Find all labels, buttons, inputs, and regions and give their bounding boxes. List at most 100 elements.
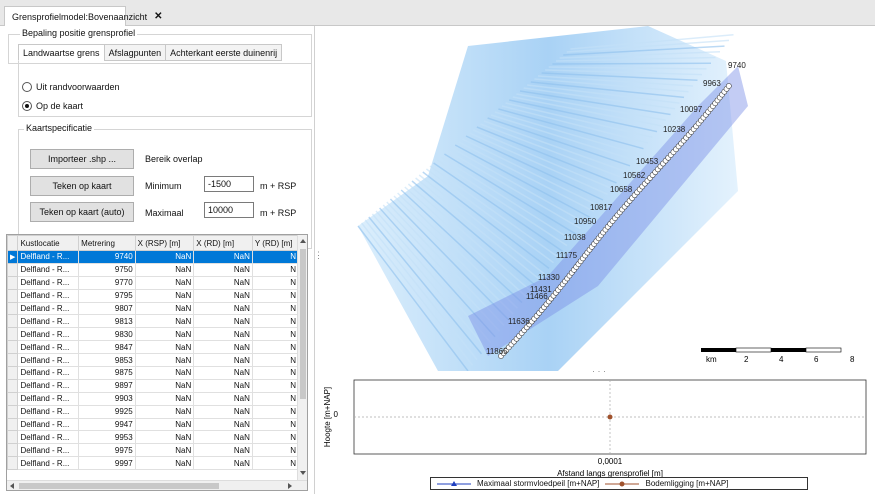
tab-landwaartse-grens[interactable]: Landwaartse grens — [18, 44, 105, 61]
map-view[interactable]: 9740 9963 10097 10238 10453 10562 10658 10817 10… — [318, 26, 875, 371]
col-header-x-rsp[interactable]: X (RSP) [m] — [134, 235, 195, 251]
table-cell[interactable]: 9740 — [78, 250, 136, 264]
table-row[interactable]: Delfland - R... 9795 NaN NaN N — [7, 288, 300, 303]
table-cell[interactable]: NaN — [193, 327, 253, 342]
table-cell[interactable]: 9953 — [78, 430, 136, 445]
col-header-metrering[interactable]: Metrering — [78, 235, 136, 251]
table-cell[interactable]: 9813 — [78, 314, 136, 329]
table-cell[interactable]: Delfland - R... — [17, 391, 80, 406]
table-cell[interactable]: NaN — [193, 366, 253, 380]
table-cell[interactable]: Delfland - R... — [17, 378, 80, 393]
table-cell[interactable]: N — [251, 456, 300, 471]
table-cell[interactable]: NaN — [193, 275, 253, 290]
table-cell[interactable]: NaN — [134, 353, 195, 368]
table-cell[interactable]: NaN — [134, 275, 195, 290]
table-cell[interactable]: N — [251, 340, 300, 355]
table-cell[interactable]: Delfland - R... — [17, 314, 80, 329]
table-cell[interactable]: 9997 — [78, 456, 136, 471]
draw-on-map-auto-button[interactable]: Teken op kaart (auto) — [30, 202, 134, 222]
table-cell[interactable]: Delfland - R... — [17, 366, 80, 380]
table-cell[interactable]: 9947 — [78, 417, 136, 432]
table-cell[interactable]: 9925 — [78, 404, 136, 419]
row-header[interactable] — [7, 456, 19, 471]
import-shp-button[interactable]: Importeer .shp ... — [30, 149, 134, 169]
radio-op-de-kaart[interactable]: Op de kaart — [22, 101, 83, 111]
table-cell[interactable]: N — [251, 275, 300, 290]
table-cell[interactable]: NaN — [134, 378, 195, 393]
table-cell[interactable]: NaN — [193, 262, 253, 277]
col-header-y-rd[interactable]: Y (RD) [m] — [251, 235, 300, 251]
row-header[interactable] — [7, 366, 19, 380]
table-row[interactable]: Delfland - R... 9813 NaN NaN N — [7, 314, 300, 329]
table-cell[interactable]: NaN — [193, 391, 253, 406]
table-cell[interactable]: 9770 — [78, 275, 136, 290]
table-cell[interactable]: Delfland - R... — [17, 288, 80, 303]
table-cell[interactable]: NaN — [193, 353, 253, 368]
table-cell[interactable]: 9795 — [78, 288, 136, 303]
table-row[interactable]: Delfland - R... 9807 NaN NaN N — [7, 301, 300, 316]
table-cell[interactable]: NaN — [134, 262, 195, 277]
table-row[interactable]: Delfland - R... 9897 NaN NaN N — [7, 378, 300, 393]
table-row[interactable]: Delfland - R... 9947 NaN NaN N — [7, 417, 300, 432]
table-cell[interactable]: N — [251, 443, 300, 458]
table-cell[interactable]: NaN — [134, 340, 195, 355]
table-cell[interactable]: Delfland - R... — [17, 404, 80, 419]
table-cell[interactable]: Delfland - R... — [17, 340, 80, 355]
radio-button-on[interactable] — [22, 101, 32, 111]
tab-afslagpunten[interactable]: Afslagpunten — [103, 44, 167, 61]
table-cell[interactable]: 9897 — [78, 378, 136, 393]
table-cell[interactable]: NaN — [134, 456, 195, 471]
table-cell[interactable]: NaN — [193, 250, 253, 264]
table-row[interactable]: Delfland - R... 9853 NaN NaN N — [7, 353, 300, 368]
table-cell[interactable]: NaN — [193, 417, 253, 432]
table-row[interactable]: Delfland - R... 9750 NaN NaN N — [7, 262, 300, 277]
table-row[interactable]: Delfland - R... 9997 NaN NaN N — [7, 456, 300, 471]
table-cell[interactable]: N — [251, 288, 300, 303]
radio-button-off[interactable] — [22, 82, 32, 92]
row-header[interactable] — [7, 327, 19, 342]
table-cell[interactable]: 9847 — [78, 340, 136, 355]
profile-chart[interactable]: 0 0,0001 Afstand langs grensprofiel [m] … — [318, 372, 875, 494]
table-cell[interactable]: Delfland - R... — [17, 443, 80, 458]
table-cell[interactable]: NaN — [134, 301, 195, 316]
table-cell[interactable]: NaN — [193, 443, 253, 458]
table-cell[interactable]: Delfland - R... — [17, 250, 80, 264]
table-cell[interactable]: 9903 — [78, 391, 136, 406]
draw-on-map-button[interactable]: Teken op kaart — [30, 176, 134, 196]
table-cell[interactable]: N — [251, 353, 300, 368]
table-row[interactable]: ▶ Delfland - R... 9740 NaN NaN N — [7, 250, 300, 264]
close-icon[interactable]: ✕ — [154, 11, 163, 22]
grid-vertical-scrollbar[interactable] — [297, 235, 307, 481]
table-cell[interactable]: NaN — [134, 250, 195, 264]
table-cell[interactable]: N — [251, 404, 300, 419]
row-header[interactable] — [7, 301, 19, 316]
table-cell[interactable]: Delfland - R... — [17, 353, 80, 368]
table-cell[interactable]: 9830 — [78, 327, 136, 342]
table-cell[interactable]: N — [251, 250, 300, 264]
row-header[interactable] — [7, 262, 19, 277]
table-cell[interactable]: NaN — [134, 314, 195, 329]
table-cell[interactable]: 9975 — [78, 443, 136, 458]
table-row[interactable]: Delfland - R... 9875 NaN NaN N — [7, 366, 300, 380]
row-header[interactable] — [7, 314, 19, 329]
table-row[interactable]: Delfland - R... 9903 NaN NaN N — [7, 391, 300, 406]
table-cell[interactable]: Delfland - R... — [17, 275, 80, 290]
table-cell[interactable]: Delfland - R... — [17, 417, 80, 432]
table-cell[interactable]: N — [251, 417, 300, 432]
table-cell[interactable]: N — [251, 314, 300, 329]
document-tab[interactable]: Grensprofielmodel:Bovenaanzicht ✕ — [4, 6, 162, 26]
table-cell[interactable]: N — [251, 262, 300, 277]
table-cell[interactable]: NaN — [193, 378, 253, 393]
row-header[interactable] — [7, 353, 19, 368]
row-header[interactable] — [7, 340, 19, 355]
table-cell[interactable]: 9853 — [78, 353, 136, 368]
col-header-kustlocatie[interactable]: Kustlocatie — [17, 235, 80, 251]
table-cell[interactable]: Delfland - R... — [17, 262, 80, 277]
table-row[interactable]: Delfland - R... 9770 NaN NaN N — [7, 275, 300, 290]
row-header[interactable] — [7, 378, 19, 393]
row-header[interactable] — [7, 391, 19, 406]
vertical-splitter[interactable]: ⋮ — [314, 250, 323, 260]
table-cell[interactable]: NaN — [193, 288, 253, 303]
table-cell[interactable]: N — [251, 327, 300, 342]
table-row[interactable]: Delfland - R... 9925 NaN NaN N — [7, 404, 300, 419]
